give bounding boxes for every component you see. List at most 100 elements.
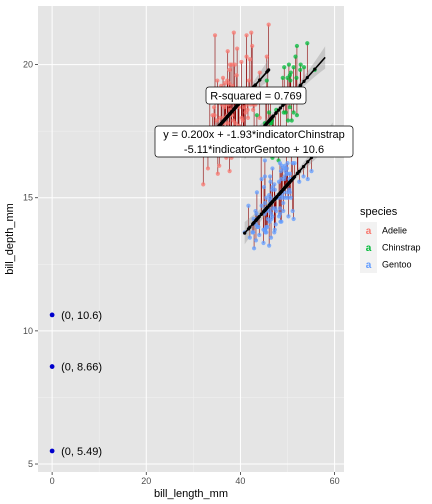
- data-point: [244, 33, 249, 38]
- data-point: [245, 107, 250, 112]
- x-tick-label: 60: [330, 476, 340, 486]
- fitted-point: [299, 83, 303, 87]
- data-point: [298, 62, 303, 67]
- data-point: [283, 110, 288, 115]
- data-point: [284, 166, 290, 171]
- data-point: [257, 115, 262, 120]
- fitted-point: [305, 76, 309, 80]
- data-point: [205, 166, 211, 171]
- legend-key-glyph: a: [366, 243, 372, 254]
- data-point: [232, 62, 237, 67]
- fitted-point: [248, 225, 252, 229]
- data-point: [246, 203, 251, 208]
- data-point: [268, 235, 274, 240]
- data-point: [293, 54, 298, 59]
- data-point: [220, 75, 226, 80]
- data-point: [240, 118, 245, 123]
- fitted-point: [271, 114, 275, 118]
- data-point: [225, 49, 230, 54]
- y-tick-label: 20: [23, 60, 33, 70]
- data-point: [245, 115, 251, 120]
- data-point: [262, 174, 268, 179]
- data-point: [267, 110, 272, 115]
- legend-title: species: [360, 206, 398, 218]
- x-tick-label: 0: [50, 476, 55, 486]
- axis-ticks: 0 20 40 60 5 10 15 20: [23, 60, 340, 486]
- data-point: [251, 246, 257, 251]
- data-point: [270, 214, 275, 219]
- data-point: [291, 216, 296, 222]
- data-point: [264, 78, 269, 83]
- intercept-point: [49, 364, 55, 369]
- data-point: [286, 214, 291, 219]
- equation-line-2: -5.11*indicatorGentoo + 10.6: [184, 144, 324, 156]
- data-point: [235, 46, 240, 51]
- fitted-point: [313, 67, 317, 71]
- data-point: [305, 41, 310, 46]
- fitted-point: [258, 78, 262, 82]
- data-point: [242, 105, 247, 110]
- data-point: [261, 184, 267, 190]
- data-point: [218, 115, 223, 120]
- data-point: [254, 211, 259, 216]
- plot-panel: [38, 6, 344, 472]
- fitted-point: [253, 83, 258, 87]
- equation-box: [154, 125, 354, 158]
- legend-key: [360, 222, 377, 239]
- data-point: [233, 121, 238, 126]
- data-point: [267, 174, 273, 179]
- data-point: [265, 224, 270, 230]
- legend-label: Adelie: [382, 226, 407, 236]
- data-point: [268, 179, 273, 184]
- data-point: [287, 171, 292, 176]
- data-point: [251, 230, 256, 235]
- data-point: [262, 200, 268, 206]
- data-point: [211, 105, 217, 110]
- data-point: [270, 166, 275, 171]
- data-point: [267, 243, 272, 248]
- data-point: [256, 224, 261, 230]
- data-point: [217, 163, 222, 168]
- data-point: [254, 190, 260, 195]
- r-squared-text: R-squared = 0.769: [210, 91, 301, 103]
- legend-key-glyph: a: [366, 260, 372, 271]
- data-point: [227, 67, 232, 73]
- fitted-point: [274, 111, 278, 115]
- data-point: [264, 54, 269, 59]
- data-point: [215, 78, 220, 83]
- data-point: [227, 81, 232, 86]
- data-point: [277, 211, 283, 216]
- data-point: [266, 22, 271, 27]
- data-point: [259, 176, 264, 182]
- data-point: [289, 118, 294, 123]
- intercept-label: (0, 5.49): [61, 446, 102, 458]
- data-point: [201, 182, 206, 187]
- data-point: [212, 113, 217, 118]
- data-point: [212, 33, 218, 38]
- data-point: [272, 227, 277, 232]
- data-point: [246, 78, 252, 83]
- data-point: [281, 200, 286, 206]
- x-tick-label: 20: [141, 476, 151, 486]
- data-point: [273, 222, 278, 227]
- intercept-label: (0, 8.66): [61, 362, 102, 374]
- r-squared-box: [205, 86, 307, 105]
- data-point: [261, 240, 266, 246]
- data-point: [227, 168, 232, 174]
- data-point: [298, 67, 303, 73]
- data-point: [292, 161, 297, 166]
- data-point: [254, 113, 260, 118]
- data-point: [301, 174, 306, 179]
- data-point: [268, 195, 273, 200]
- data-point: [288, 78, 293, 83]
- data-point: [288, 70, 293, 75]
- grid-major: [38, 6, 344, 472]
- data-point: [247, 57, 252, 62]
- y-axis-title: bill_depth_mm: [4, 203, 16, 275]
- data-point: [281, 208, 286, 214]
- data-point: [301, 65, 307, 70]
- x-tick-label: 40: [235, 476, 245, 486]
